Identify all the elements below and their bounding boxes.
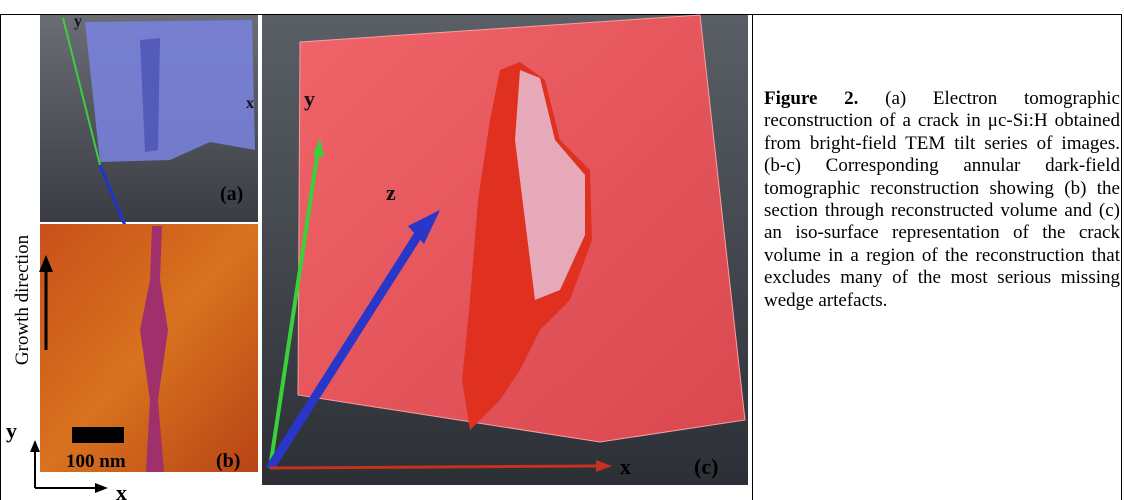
panel-b: 100 nm (b)	[40, 224, 258, 472]
panel-label: (c)	[694, 454, 718, 479]
caption: Figure 2. (a) Electron tomographic recon…	[764, 88, 1120, 312]
axis-label: x	[620, 454, 631, 479]
arrow-head	[95, 483, 108, 493]
panel-label: (a)	[220, 183, 243, 205]
caption-label: Figure 2.	[764, 88, 858, 109]
point-cloud	[85, 20, 255, 162]
caption-text: (a) Electron tomographic reconstruction …	[764, 88, 1120, 311]
panel-a: y x z (a)	[40, 13, 258, 236]
panel-c: y z x (c)	[262, 15, 748, 485]
figure-image: y x z (a) 100 nm (b) Growth direction y …	[0, 0, 752, 500]
divider	[752, 14, 753, 500]
x-axis-line	[270, 466, 596, 468]
arrow-head	[30, 440, 40, 452]
growth-label: Growth direction	[12, 234, 33, 365]
scale-bar	[72, 427, 124, 443]
axis-label: y	[304, 86, 315, 111]
axis-label: x	[246, 95, 254, 112]
panel-label: (b)	[216, 450, 240, 472]
figure-page: y x z (a) 100 nm (b) Growth direction y …	[0, 0, 1124, 500]
scale-label: 100 nm	[66, 451, 126, 472]
axis-label: x	[116, 480, 127, 500]
axis-label: y	[74, 13, 82, 30]
axis-label: z	[386, 180, 396, 205]
axis-label: y	[6, 418, 17, 443]
